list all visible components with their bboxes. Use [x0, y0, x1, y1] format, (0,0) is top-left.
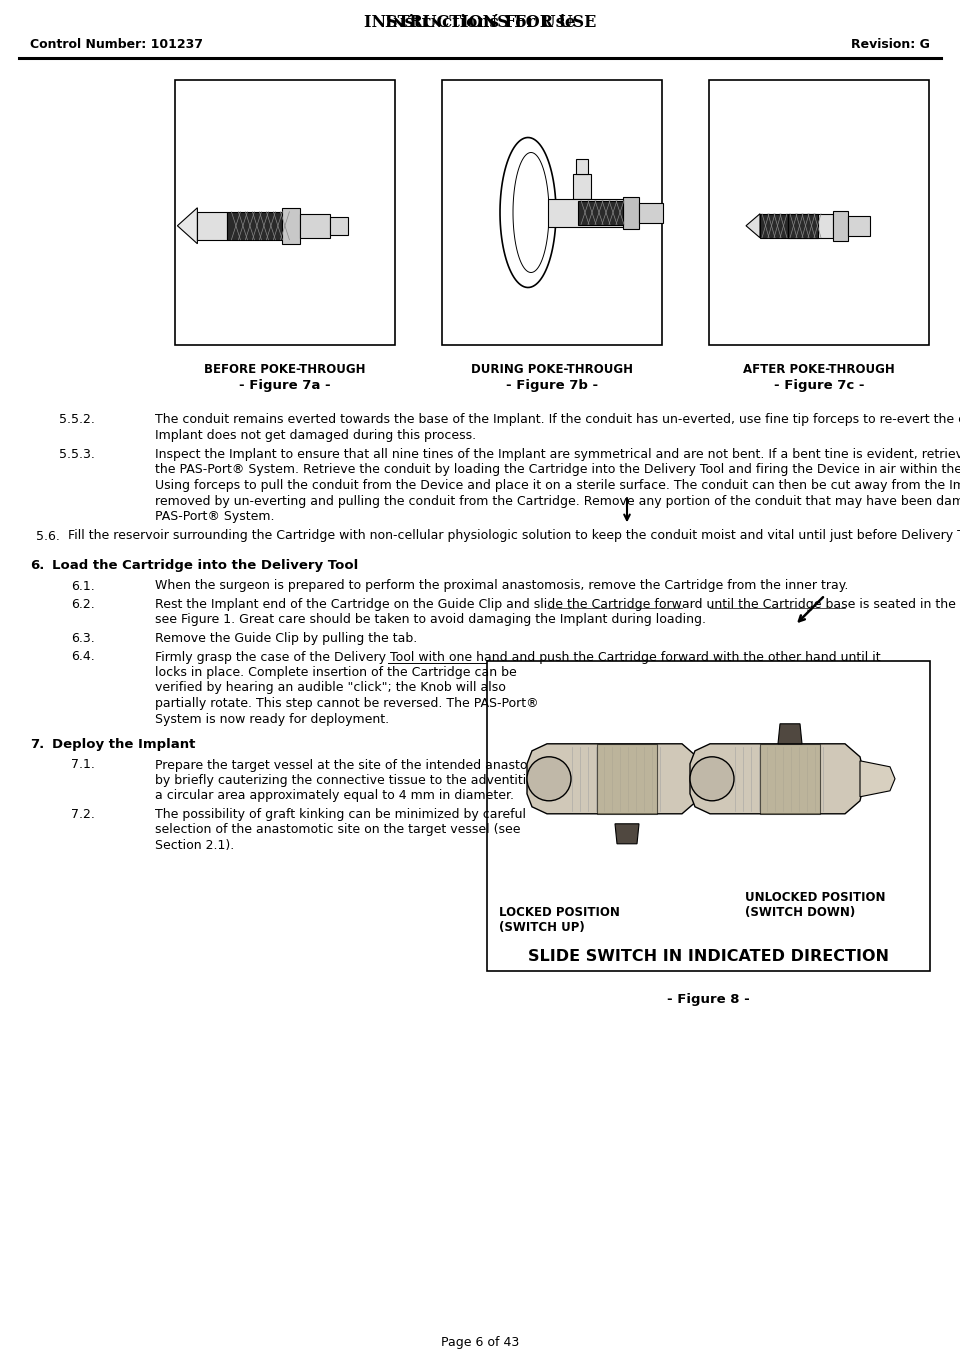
Text: Remove the Guide Clip by pulling the tab.: Remove the Guide Clip by pulling the tab…: [155, 632, 418, 645]
Text: LOCKED POSITION
(SWITCH UP): LOCKED POSITION (SWITCH UP): [499, 906, 620, 934]
Text: BEFORE POKE-THROUGH: BEFORE POKE-THROUGH: [204, 363, 366, 376]
Text: Iɴśtrɴctionś For Uśe: Iɴśtrɴctionś For Uśe: [385, 14, 575, 31]
Polygon shape: [690, 743, 865, 814]
Bar: [300, 214, 330, 238]
Text: When the surgeon is prepared to perform the proximal anastomosis, remove the Car: When the surgeon is prepared to perform …: [155, 580, 849, 593]
Bar: [639, 203, 663, 222]
Bar: [833, 211, 848, 241]
Bar: [282, 207, 300, 244]
Bar: [848, 215, 870, 236]
Bar: [576, 158, 588, 173]
Text: Section 2.1).: Section 2.1).: [155, 839, 234, 852]
Text: 5.5.2.: 5.5.2.: [60, 413, 95, 427]
Bar: [548, 199, 633, 226]
Text: 6.: 6.: [30, 559, 44, 571]
Bar: [709, 80, 929, 345]
Text: locks in place. Complete insertion of the Cartridge can be: locks in place. Complete insertion of th…: [155, 666, 516, 678]
Text: Using forceps to pull the conduit from the Device and place it on a sterile surf: Using forceps to pull the conduit from t…: [155, 479, 960, 492]
Polygon shape: [778, 724, 802, 743]
Text: The conduit remains everted towards the base of the Implant. If the conduit has : The conduit remains everted towards the …: [155, 413, 960, 427]
Text: partially rotate. This step cannot be reversed. The PAS-Port®: partially rotate. This step cannot be re…: [155, 697, 539, 709]
Bar: [228, 211, 282, 240]
Text: 6.1.: 6.1.: [71, 580, 95, 593]
Bar: [760, 743, 820, 814]
Text: System is now ready for deployment.: System is now ready for deployment.: [155, 712, 389, 726]
Text: verified by hearing an audible "click"; the Knob will also: verified by hearing an audible "click"; …: [155, 681, 506, 695]
Text: 6.4.: 6.4.: [71, 650, 95, 663]
Bar: [175, 80, 395, 345]
Text: 6.3.: 6.3.: [71, 632, 95, 645]
Text: AFTER POKE-THROUGH: AFTER POKE-THROUGH: [743, 363, 895, 376]
Bar: [573, 173, 591, 199]
Bar: [597, 743, 657, 814]
Bar: [760, 214, 788, 238]
Text: Deploy the Implant: Deploy the Implant: [52, 738, 196, 751]
Text: Prepare the target vessel at the site of the intended anastomosis: Prepare the target vessel at the site of…: [155, 758, 564, 772]
Polygon shape: [527, 743, 702, 814]
Text: UNLOCKED POSITION
(SWITCH DOWN): UNLOCKED POSITION (SWITCH DOWN): [745, 891, 885, 919]
Circle shape: [690, 757, 734, 800]
Text: 5.5.3.: 5.5.3.: [60, 448, 95, 460]
Text: 7.2.: 7.2.: [71, 808, 95, 821]
Text: Load the Cartridge into the Delivery Tool: Load the Cartridge into the Delivery Too…: [52, 559, 358, 571]
Circle shape: [527, 757, 571, 800]
Text: see Figure 1. Great care should be taken to avoid damaging the Implant during lo: see Figure 1. Great care should be taken…: [155, 613, 706, 627]
Text: 5.6.: 5.6.: [36, 529, 60, 543]
Text: The possibility of graft kinking can be minimized by careful: The possibility of graft kinking can be …: [155, 808, 526, 821]
Text: PAS-Port® System.: PAS-Port® System.: [155, 510, 275, 523]
Text: Fill the reservoir surrounding the Cartridge with non-cellular physiologic solut: Fill the reservoir surrounding the Cartr…: [68, 529, 960, 543]
Text: 6.2.: 6.2.: [71, 598, 95, 611]
Polygon shape: [746, 214, 760, 238]
Bar: [442, 80, 662, 345]
Bar: [487, 661, 930, 971]
Text: 7.: 7.: [30, 738, 44, 751]
Text: Rest the Implant end of the Cartridge on the Guide Clip and slide the Cartridge : Rest the Implant end of the Cartridge on…: [155, 598, 960, 611]
Polygon shape: [697, 761, 732, 796]
Text: 7.1.: 7.1.: [71, 758, 95, 772]
Text: Page 6 of 43: Page 6 of 43: [441, 1336, 519, 1349]
Text: removed by un-everting and pulling the conduit from the Cartridge. Remove any po: removed by un-everting and pulling the c…: [155, 494, 960, 508]
Bar: [788, 214, 818, 238]
Text: selection of the anastomotic site on the target vessel (see: selection of the anastomotic site on the…: [155, 823, 520, 837]
Bar: [623, 196, 639, 229]
Text: a circular area approximately equal to 4 mm in diameter.: a circular area approximately equal to 4…: [155, 789, 514, 803]
Text: the PAS-Port® System. Retrieve the conduit by loading the Cartridge into the Del: the PAS-Port® System. Retrieve the condu…: [155, 463, 960, 477]
Polygon shape: [860, 761, 895, 796]
Text: Control Number: 101237: Control Number: 101237: [30, 38, 203, 51]
Text: - Figure 7c -: - Figure 7c -: [774, 379, 864, 393]
Text: DURING POKE-THROUGH: DURING POKE-THROUGH: [471, 363, 633, 376]
Bar: [198, 211, 228, 240]
Text: INSTRUCTIONS FOR USE: INSTRUCTIONS FOR USE: [364, 14, 596, 31]
Text: - Figure 8 -: - Figure 8 -: [666, 992, 750, 1006]
Text: Firmly grasp the case of the Delivery Tool with one hand and push the Cartridge : Firmly grasp the case of the Delivery To…: [155, 650, 880, 663]
Text: Inspect the Implant to ensure that all nine tines of the Implant are symmetrical: Inspect the Implant to ensure that all n…: [155, 448, 960, 460]
Text: by briefly cauterizing the connective tissue to the adventitia in: by briefly cauterizing the connective ti…: [155, 774, 549, 787]
Text: - Figure 7b -: - Figure 7b -: [506, 379, 598, 393]
Text: Implant does not get damaged during this process.: Implant does not get damaged during this…: [155, 428, 476, 441]
Polygon shape: [178, 207, 198, 244]
Polygon shape: [615, 823, 639, 844]
Text: SLIDE SWITCH IN INDICATED DIRECTION: SLIDE SWITCH IN INDICATED DIRECTION: [527, 949, 889, 964]
Text: - Figure 7a -: - Figure 7a -: [239, 379, 331, 393]
Bar: [578, 200, 623, 225]
Text: Revision: G: Revision: G: [852, 38, 930, 51]
Bar: [330, 217, 348, 234]
Bar: [788, 214, 833, 238]
